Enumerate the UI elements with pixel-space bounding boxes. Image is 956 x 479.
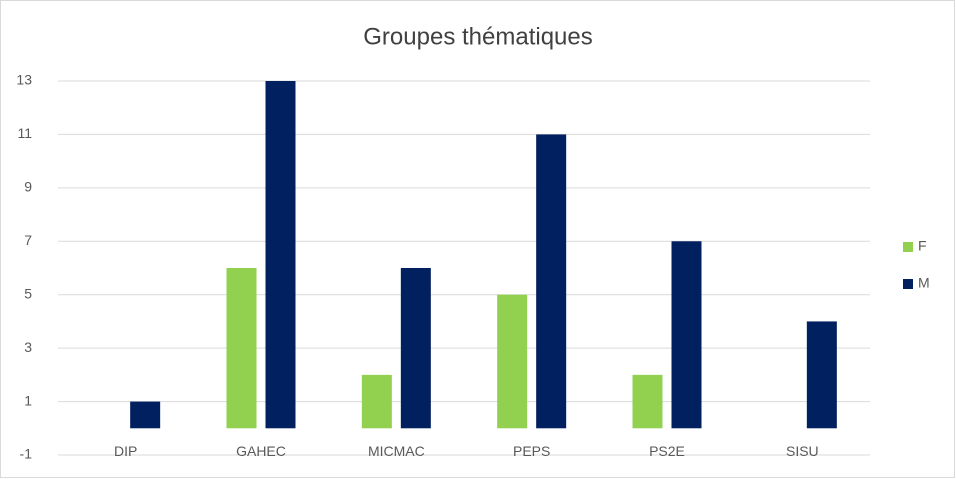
bar: [497, 294, 528, 429]
legend-label: F: [918, 238, 927, 254]
bar: [361, 374, 392, 429]
bar: [671, 241, 702, 429]
y-tick-label: 1: [24, 392, 32, 408]
bar: [265, 81, 296, 429]
x-tick-label: PS2E: [649, 443, 685, 459]
bar: [806, 321, 837, 429]
y-tick-label: 13: [16, 72, 32, 88]
bar: [226, 268, 257, 429]
x-tick-label: DIP: [114, 443, 137, 459]
legend-label: M: [918, 275, 930, 291]
y-tick-label: 5: [24, 285, 32, 301]
chart-title: Groupes thématiques: [363, 23, 592, 50]
y-tick-label: 7: [24, 232, 32, 248]
x-tick-label: MICMAC: [368, 443, 425, 459]
x-tick-label: GAHEC: [236, 443, 286, 459]
x-tick-label: PEPS: [513, 443, 550, 459]
bar: [536, 134, 567, 429]
bar: [400, 268, 431, 429]
y-tick-label: 9: [24, 179, 32, 195]
x-tick-label: SISU: [786, 443, 819, 459]
y-tick-label: -1: [20, 446, 33, 462]
legend-swatch: [903, 242, 913, 252]
y-tick-label: 11: [17, 125, 32, 141]
y-tick-label: 3: [24, 339, 32, 355]
bar: [632, 374, 663, 429]
legend-swatch: [903, 279, 913, 289]
bar: [130, 401, 161, 429]
